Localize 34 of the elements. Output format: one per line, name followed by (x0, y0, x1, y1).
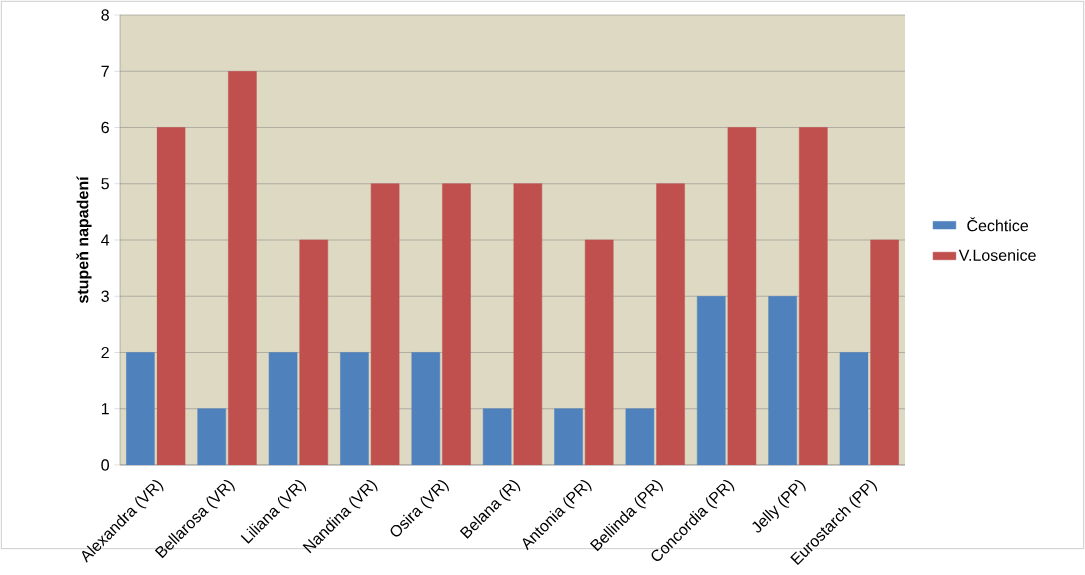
y-tick-label: 8 (101, 9, 109, 21)
y-tick-label: 7 (101, 65, 109, 77)
y-tick-label: 6 (101, 122, 109, 134)
y-tick-label: 3 (101, 290, 109, 303)
bar (799, 127, 828, 466)
bar (228, 71, 257, 466)
bar (268, 352, 298, 466)
bar (482, 408, 512, 466)
legend-label: Čechtice (967, 217, 1029, 232)
bar (411, 352, 441, 466)
y-axis-title: stupeň napadení (76, 176, 92, 304)
bar (197, 408, 226, 466)
bar (696, 296, 726, 466)
bar (126, 352, 155, 466)
y-tick-label: 1 (101, 403, 109, 415)
y-tick-label: 2 (101, 347, 109, 359)
bar (554, 408, 583, 466)
bar (625, 408, 655, 466)
bar (656, 183, 685, 466)
bar (370, 183, 400, 466)
bar (584, 239, 614, 466)
bar (156, 127, 186, 466)
y-tick-label: 4 (101, 234, 110, 246)
bar (727, 127, 757, 466)
bar (299, 239, 329, 466)
y-tick-label: 5 (101, 178, 109, 190)
bar (768, 296, 797, 466)
bar (442, 183, 471, 466)
y-tick-label: 0 (101, 459, 109, 471)
bar (870, 239, 899, 466)
bar (839, 352, 869, 466)
bar (513, 183, 543, 466)
bar (340, 352, 369, 466)
legend-label: V.Losenice (958, 249, 1036, 262)
